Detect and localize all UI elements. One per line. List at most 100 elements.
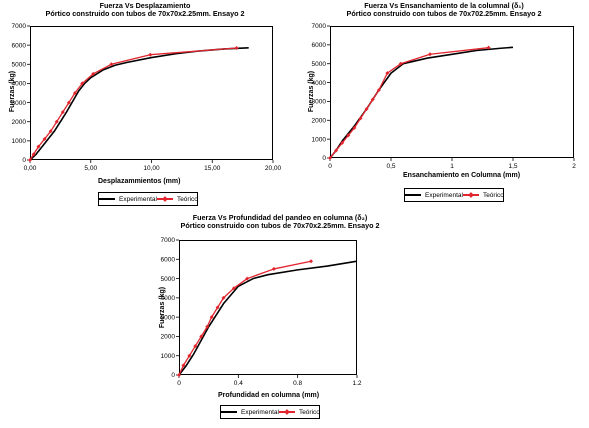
series-line-teorico (178, 260, 312, 376)
chart-title: Fuerza Vs Ensanchamiento de la columnal … (346, 1, 542, 19)
legend-swatch (99, 198, 115, 200)
plot-area (330, 26, 574, 158)
y-tick-label: 6000 (12, 42, 27, 49)
data-point-teorico (72, 91, 77, 95)
data-point-teorico (31, 152, 36, 157)
chart-svg: 0 1000 2000 3000 4000 5000 6000 7000 0 0,5 1 1,5 2 (312, 23, 577, 170)
chart-fuerza-vs-profundidad-pandeo: Fuerza Vs Profundidad del pandeo en colu… (150, 212, 410, 426)
data-point-teorico (177, 373, 181, 377)
legend-swatch (221, 411, 237, 413)
legend-label: Experimental (119, 195, 157, 203)
y-tick-label: 2000 (12, 119, 27, 126)
data-point-teorico (199, 334, 204, 339)
data-point-teorico (234, 46, 239, 51)
series-line-experimental (178, 260, 358, 376)
data-point-teorico (428, 52, 433, 57)
legend-item-experimental: Experimental (99, 196, 157, 203)
data-point-teorico (328, 156, 332, 160)
y-tick-label: 1000 (12, 138, 27, 145)
chart-title: Fuerza Vs Profundidad del pandeo en colu… (180, 213, 380, 231)
y-tick-label: 2000 (161, 334, 176, 341)
legend-label: Teórico (298, 408, 320, 416)
x-tick-label: 1,5 (508, 163, 517, 170)
y-tick-label: 2000 (312, 117, 327, 124)
legend-label: Experimental (241, 408, 279, 416)
x-tick-label: 15,00 (204, 165, 221, 172)
x-tick-label: 1 (450, 163, 454, 170)
y-tick-label: 7000 (12, 23, 27, 30)
x-tick-label: 0.8 (293, 380, 302, 387)
y-tick-label: 3000 (161, 314, 176, 321)
data-point-teorico (48, 129, 53, 134)
x-tick-label: 0,5 (386, 163, 395, 170)
legend-label: Experimental (425, 191, 463, 199)
plot-area (30, 26, 273, 160)
y-tick-label: 1000 (312, 136, 327, 143)
y-tick-label: 3000 (12, 100, 27, 107)
y-tick-label: 4000 (12, 81, 27, 88)
y-tick-label: 6000 (312, 42, 327, 49)
data-point-teorico (398, 61, 403, 66)
data-point-teorico (42, 136, 47, 141)
y-tick-label: 1000 (161, 353, 176, 360)
legend-item-experimental: Experimental (405, 192, 463, 199)
data-point-teorico (385, 71, 390, 76)
data-point-teorico (340, 140, 345, 145)
legend-swatch (278, 411, 295, 413)
y-tick-label: 4000 (161, 295, 176, 302)
chart-title: Fuerza Vs Desplazamiento Pórtico constru… (45, 1, 245, 19)
series-line-teorico (329, 47, 489, 159)
data-point-teorico (358, 116, 363, 121)
x-tick-label: 0,00 (24, 165, 37, 172)
series-line-experimental (329, 46, 514, 159)
chart-svg: 0 1000 2000 3000 4000 5000 6000 7000 0,00 5,00 10,… (12, 23, 282, 172)
data-point-teorico (54, 119, 59, 124)
y-tick-label: 5000 (312, 61, 327, 68)
data-point-teorico (271, 266, 276, 271)
x-axis-label: Ensanchamiento en Columna (mm) (403, 172, 521, 179)
data-point-teorico (91, 71, 96, 76)
y-tick-label: 5000 (12, 61, 27, 68)
data-point-teorico (221, 295, 226, 300)
y-axis-label: Fuerzas (kg) (159, 286, 167, 329)
legend-label: Teórico (176, 195, 198, 203)
y-tick-label: 3000 (312, 99, 327, 106)
y-tick-label: 0 (22, 157, 26, 164)
data-point-teorico (376, 88, 381, 93)
data-point-teorico (66, 100, 71, 105)
data-point-teorico (205, 324, 210, 329)
y-tick-label: 4000 (312, 80, 327, 87)
x-tick-label: 1.2 (352, 380, 361, 387)
legend-swatch (462, 194, 479, 196)
x-tick-label: 2 (572, 163, 576, 170)
data-point-teorico (215, 305, 220, 310)
data-point-teorico (148, 52, 153, 57)
x-tick-label: 0 (177, 380, 181, 387)
data-point-teorico (36, 144, 41, 149)
y-tick-label: 0 (171, 372, 175, 379)
legend: Experimental Teórico (404, 188, 504, 202)
x-tick-label: 0 (328, 163, 332, 170)
data-point-teorico (352, 125, 357, 130)
data-point-teorico (60, 110, 65, 115)
legend-swatch (156, 198, 173, 200)
x-axis-label: Profundidad en columna (mm) (218, 392, 320, 399)
plot-area (179, 240, 357, 375)
data-point-teorico (80, 81, 85, 86)
y-tick-label: 7000 (312, 23, 327, 30)
y-tick-label: 5000 (161, 276, 176, 283)
chart-fuerza-vs-ensanchamiento: Fuerza Vs Ensanchamiento de la columnal … (299, 0, 589, 210)
y-axis-label: Fuerzas (kg) (9, 70, 17, 113)
data-point-teorico (109, 62, 114, 67)
data-point-teorico (187, 353, 192, 358)
legend-item-teorico: Teórico (278, 408, 320, 416)
x-tick-label: 0.4 (234, 380, 243, 387)
data-point-teorico (334, 148, 339, 153)
x-axis-label: Desplazammientos (mm) (98, 178, 181, 185)
y-tick-label: 6000 (161, 256, 176, 263)
data-point-teorico (209, 315, 214, 320)
data-point-teorico (364, 106, 369, 111)
data-point-teorico (181, 363, 186, 368)
data-point-teorico (28, 158, 32, 162)
series-line-experimental (29, 47, 249, 161)
